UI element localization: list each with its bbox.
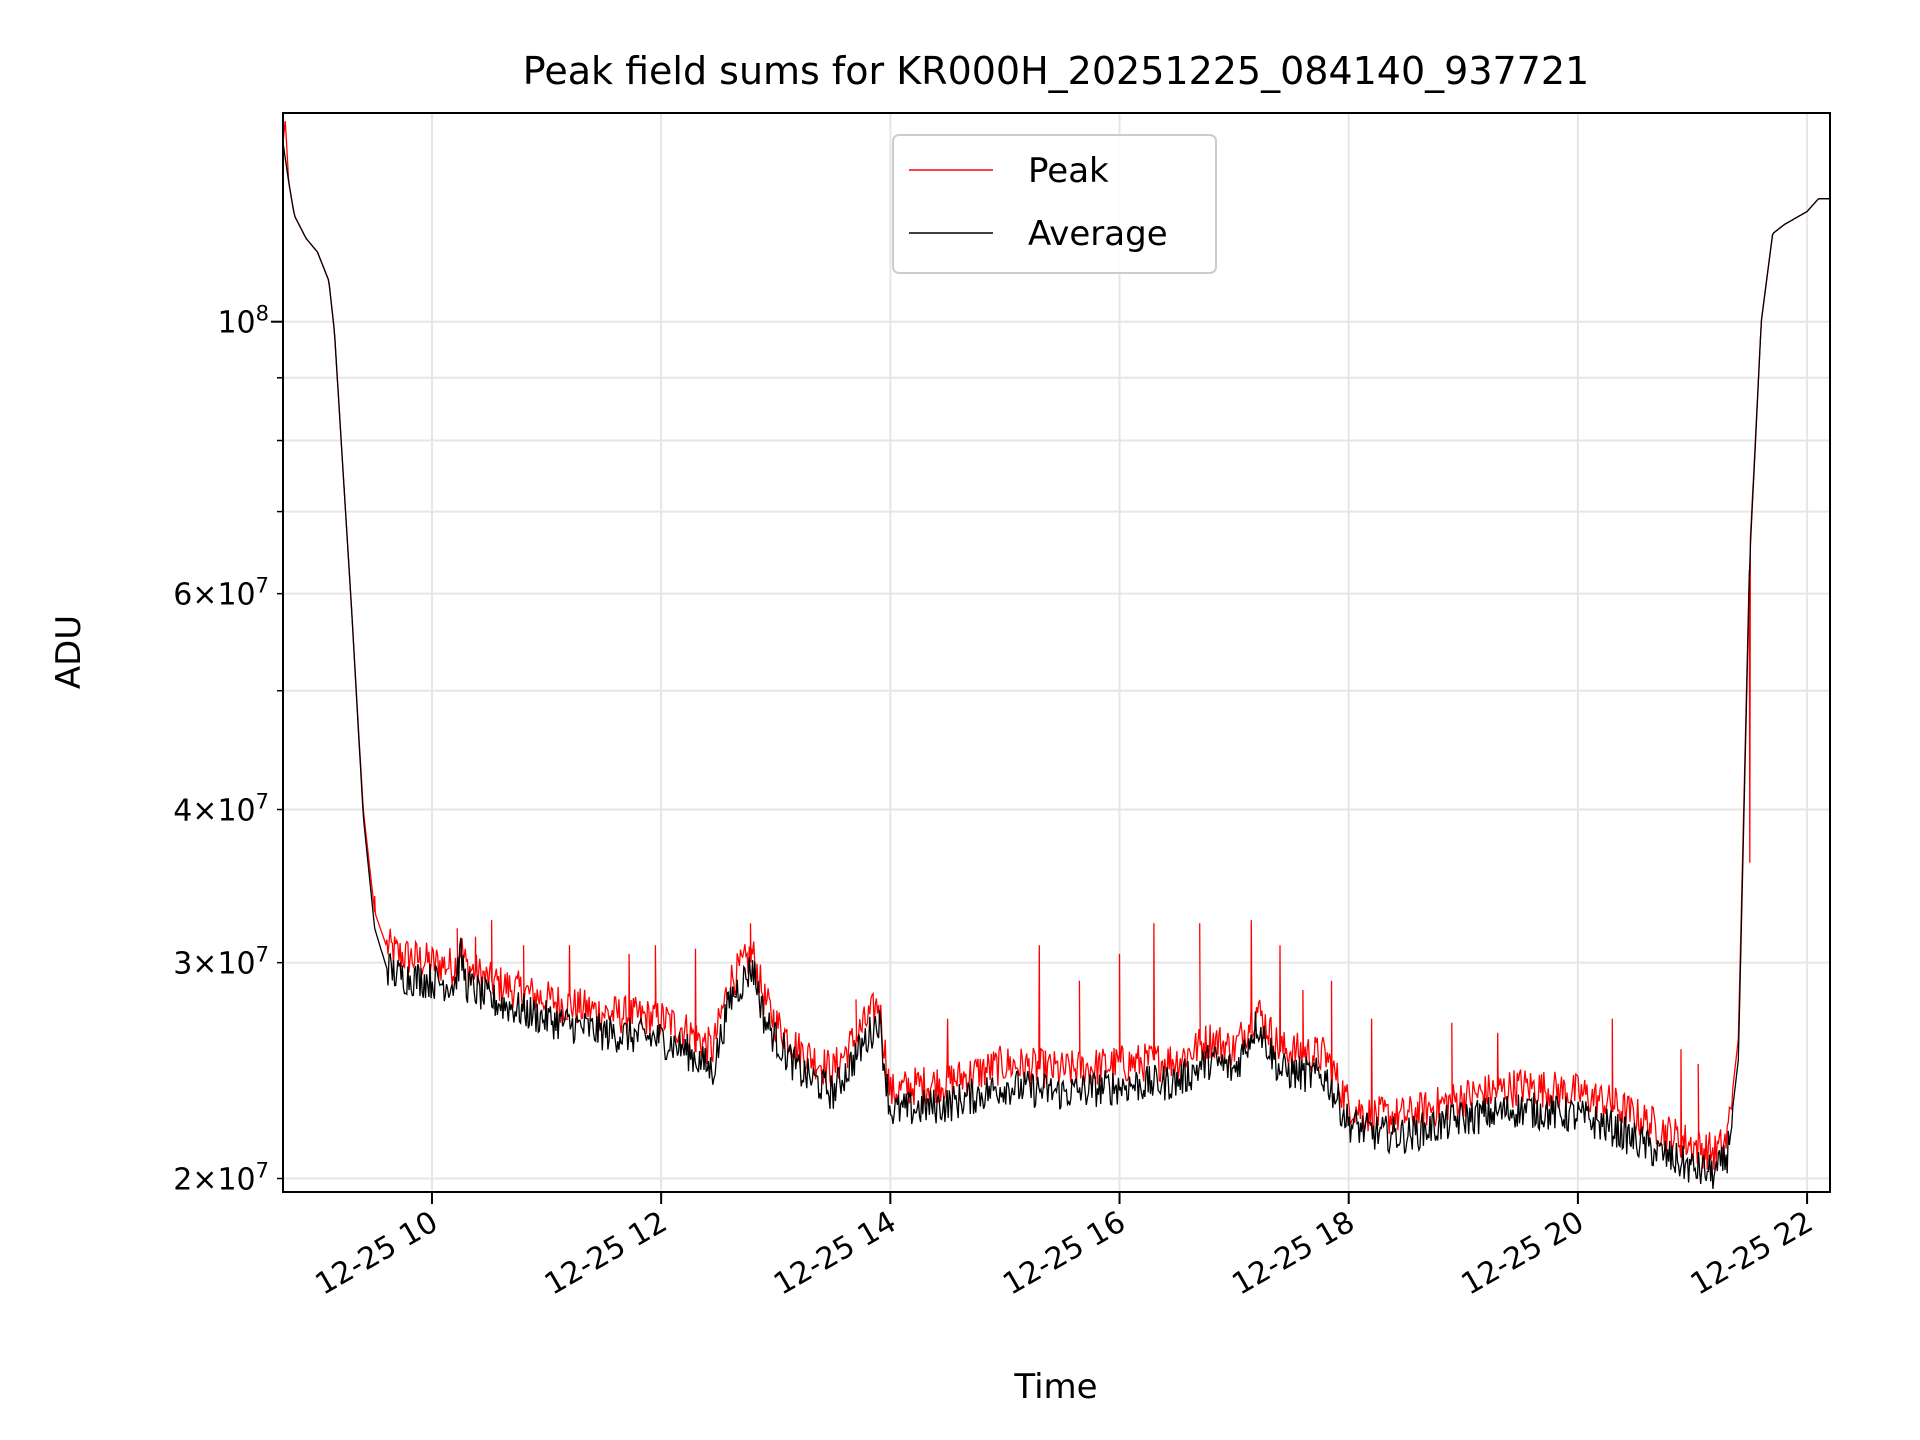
x-axis-label: Time xyxy=(1013,1367,1097,1407)
y-tick-label: 6×107 xyxy=(173,574,269,613)
plot-frame xyxy=(282,112,1831,1193)
y-tick-label: 3×107 xyxy=(173,943,269,982)
legend-label-average: Average xyxy=(1028,214,1168,254)
series-line-average xyxy=(282,142,1830,1189)
y-axis-label: ADU xyxy=(49,615,89,689)
legend-label-peak: Peak xyxy=(1028,151,1109,191)
chart-title: Peak field sums for KR000H_20251225_0841… xyxy=(523,49,1589,93)
y-tick-label: 2×107 xyxy=(173,1159,269,1198)
y-axis: 2×107 3×107 4×107 6×107 108 xyxy=(173,302,283,1198)
grid xyxy=(283,113,1830,1192)
plot-lines xyxy=(282,120,1830,1189)
y-tick-label: 4×107 xyxy=(173,790,269,829)
legend: Peak Average xyxy=(892,134,1217,274)
y-tick-label: 108 xyxy=(217,302,269,341)
